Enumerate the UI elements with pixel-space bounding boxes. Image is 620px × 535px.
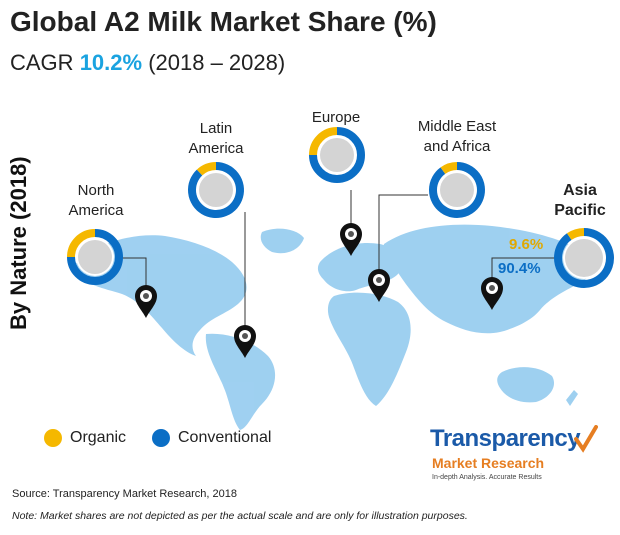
region-donuts xyxy=(67,127,614,288)
slice-conventional-latin-america xyxy=(188,162,244,218)
donut-center xyxy=(565,239,603,277)
region-label-north-america: North America xyxy=(60,181,132,221)
connector-asia-pacific xyxy=(491,257,556,282)
slice-organic-latin-america xyxy=(196,162,217,176)
donut-mea xyxy=(429,161,485,218)
map-latin-america xyxy=(205,333,276,430)
cagr-period: (2018 – 2028) xyxy=(142,50,286,75)
region-label-line: Asia xyxy=(563,182,597,199)
donut-center xyxy=(440,173,474,207)
donut-center xyxy=(320,138,354,172)
region-label-line: North xyxy=(77,182,115,199)
donut-center xyxy=(78,240,112,274)
connector-lines xyxy=(120,190,556,330)
slice-organic-mea xyxy=(440,161,458,174)
slice-conventional-mea xyxy=(429,162,485,218)
map-pin-icon xyxy=(481,277,503,310)
cagr-value: 10.2% xyxy=(79,50,143,75)
slice-organic-north-america xyxy=(67,229,96,258)
source-text: Source: Transparency Market Research, 20… xyxy=(12,488,238,500)
region-label-mea: Middle East and Africa xyxy=(404,117,510,157)
map-pin-icon xyxy=(368,269,390,302)
region-label-latin-america: Latin America xyxy=(180,119,252,159)
map-pins xyxy=(135,223,503,358)
connector-north-america xyxy=(120,257,147,290)
slice-organic-europe xyxy=(309,127,338,156)
donut-center xyxy=(199,173,233,207)
legend-organic: Organic xyxy=(44,429,126,447)
logo-tagline: In-depth Analysis. Accurate Results xyxy=(432,474,542,481)
region-label-line: America xyxy=(188,140,244,157)
region-label-line: Pacific xyxy=(554,202,606,219)
slice-conventional-north-america xyxy=(67,229,123,285)
donut-asia-pacific xyxy=(554,228,614,288)
donut-latin-america xyxy=(188,162,244,218)
map-oceania xyxy=(497,367,555,403)
donut-north-america xyxy=(67,229,123,285)
map-nz xyxy=(566,390,578,406)
legend-conventional-label: Conventional xyxy=(178,429,272,446)
region-label-line: Europe xyxy=(311,109,361,126)
slice-organic-asia-pacific xyxy=(566,228,585,241)
region-label-line: Middle East xyxy=(417,118,497,135)
map-pin-icon xyxy=(340,223,362,256)
region-label-line: Latin xyxy=(199,120,233,137)
tmr-logo: Transparency Market Research In-depth An… xyxy=(430,425,610,485)
region-label-line: and Africa xyxy=(423,138,491,155)
logo-line2: Market Research xyxy=(432,455,545,471)
slice-conventional-europe xyxy=(309,127,365,183)
legend-conventional: Conventional xyxy=(152,429,271,447)
chart-title: Global A2 Milk Market Share (%) xyxy=(10,6,437,37)
connector-mea xyxy=(378,194,428,270)
cagr-subtitle: CAGR 10.2% (2018 – 2028) xyxy=(10,50,285,76)
map-africa xyxy=(327,292,411,406)
map-greenland xyxy=(260,228,304,254)
logo-line1: Transparency xyxy=(430,425,581,452)
conventional-percent-label: 90.4% xyxy=(498,260,541,277)
checkmark-icon xyxy=(574,425,598,453)
region-label-asia-pacific: Asia Pacific xyxy=(546,181,614,221)
donut-europe xyxy=(309,127,365,183)
legend-organic-label: Organic xyxy=(70,429,127,446)
organic-percent-label: 9.6% xyxy=(509,236,544,253)
legend-conventional-swatch xyxy=(152,429,170,447)
map-pin-icon xyxy=(234,325,256,358)
note-text: Note: Market shares are not depicted as … xyxy=(12,510,468,522)
region-label-line: America xyxy=(68,202,124,219)
slice-conventional-asia-pacific xyxy=(554,228,614,288)
map-pin-icon xyxy=(135,285,157,318)
region-label-europe: Europe xyxy=(304,108,368,128)
legend-organic-swatch xyxy=(44,429,62,447)
cagr-prefix: CAGR xyxy=(10,50,80,75)
world-map xyxy=(72,224,594,430)
